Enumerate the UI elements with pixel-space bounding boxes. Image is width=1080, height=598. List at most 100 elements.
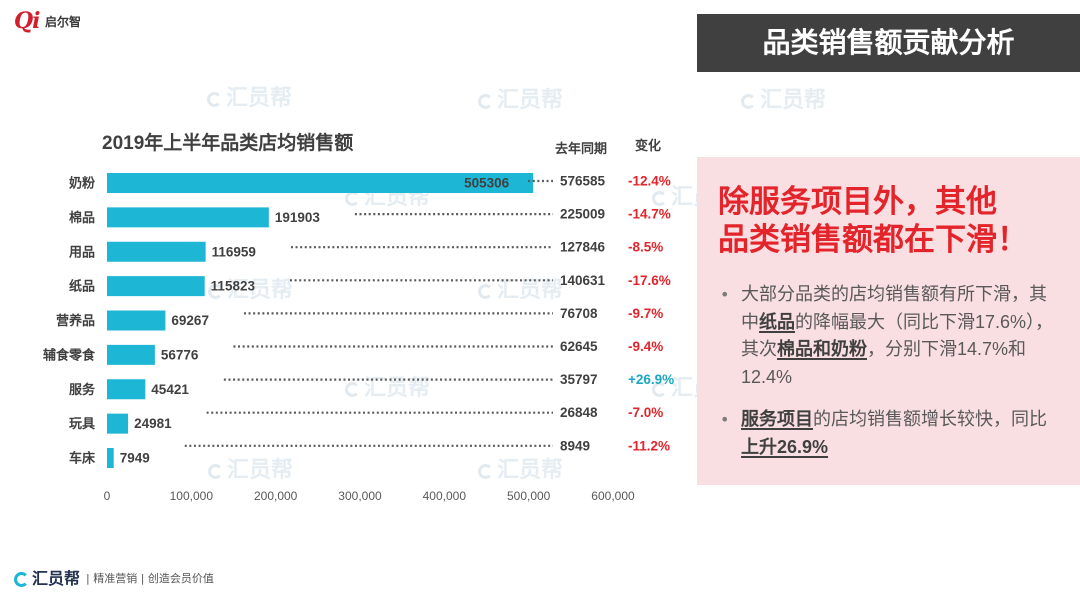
last-year-value: 576585 [560, 174, 606, 189]
change-value: -9.7% [628, 306, 663, 321]
watermark: 汇员帮 [208, 459, 293, 483]
x-axis: 0 100,000 200,000 300,000 400,000 500,000 600,… [104, 489, 635, 503]
bullet-line: 其次棉品和奶粉，分别下滑14.7%和 [741, 336, 1053, 364]
logo-text: 启尔智 [45, 15, 82, 29]
watermark-logo-icon [741, 93, 756, 109]
watermark-text: 汇员帮 [760, 88, 827, 113]
bar [107, 207, 269, 228]
watermark-text: 汇员帮 [227, 278, 294, 303]
bar-rows: 奶粉 505306 576585 -12.4% 棉品 191903 225009 -14.7%… [43, 173, 674, 468]
bullet-text: 中 [741, 311, 759, 332]
bar-row: 辅食零食 56776 62645 -9.4% [43, 339, 663, 365]
change-value: -17.6% [628, 273, 671, 288]
bullet-line: 大部分品类的店均销售额有所下滑，其 [741, 281, 1053, 309]
footer-logo-icon [14, 571, 29, 587]
category-label: 玩具 [69, 417, 95, 432]
insight-headline: 除服务项目外，其他 品类销售额都在下滑！ [718, 183, 1028, 259]
x-tick-label: 600,000 [591, 489, 635, 503]
last-year-value: 140631 [560, 273, 606, 288]
bar [107, 448, 114, 468]
bullet-text: 12.4% [741, 367, 793, 388]
bar [107, 379, 146, 400]
x-tick-label: 300,000 [338, 489, 382, 503]
category-label: 服务 [69, 382, 96, 398]
watermark-logo-icon [478, 463, 493, 479]
watermark-text: 汇员帮 [497, 88, 564, 113]
watermark-text: 汇员帮 [497, 278, 564, 303]
change-value: -11.2% [628, 438, 670, 453]
chart-title: 2019年上半年品类店均销售额 [102, 131, 353, 154]
bullet-item: 服务项目的店均销售额增长较快，同比 上升26.9% [720, 406, 1053, 461]
value-label: 7949 [120, 451, 150, 466]
bar-row: 服务 45421 35797 +26.9% [69, 372, 674, 400]
watermark-logo-icon [652, 190, 667, 206]
bar-row: 车床 7949 8949 -11.2% [69, 438, 670, 468]
bar-row: 玩具 24981 26848 -7.0% [69, 405, 663, 434]
headline-line: 除服务项目外，其他 [718, 184, 997, 220]
bullet-emphasis: 纸品 [759, 311, 795, 332]
watermark-logo-icon [208, 463, 223, 479]
bar [107, 173, 534, 193]
watermark-text: 汇员帮 [226, 86, 293, 111]
last-year-value: 225009 [560, 207, 605, 222]
change-header: 变化 [635, 138, 661, 154]
bullet-line: 12.4% [741, 364, 1053, 392]
change-value: -14.7% [628, 207, 671, 222]
headline-line: 品类销售额都在下滑！ [718, 222, 1028, 258]
watermark-text: 汇员帮 [497, 458, 564, 483]
change-value: +26.9% [628, 372, 674, 387]
x-tick-label: 100,000 [170, 489, 214, 503]
bar-row: 奶粉 505306 576585 -12.4% [68, 173, 671, 193]
section-title: 品类销售额贡献分析 [762, 26, 1015, 59]
insight-bullets: 大部分品类的店均销售额有所下滑，其 中纸品的降幅最大（同比下滑17.6%）， 其… [720, 281, 1053, 475]
watermark-logo-icon [478, 283, 493, 299]
bullet-text: 大部分品类的店均销售额有所下滑，其 [741, 284, 1047, 304]
change-value: -12.4% [628, 174, 671, 189]
bullet-line: 上升26.9% [741, 434, 1053, 462]
category-label: 纸品 [69, 279, 95, 295]
watermark-logo-icon [208, 283, 223, 299]
footer-brand: 汇员帮 [32, 569, 81, 588]
bar-row: 用品 116959 127846 -8.5% [68, 240, 663, 262]
watermark-logo-icon [478, 93, 493, 109]
logo-mark: Qi [14, 8, 41, 34]
bar [107, 344, 155, 365]
last-year-value: 35797 [560, 372, 598, 387]
watermark: 汇员帮 [741, 89, 826, 113]
watermark: 汇员帮 [208, 279, 293, 303]
last-year-header: 去年同期 [555, 141, 607, 157]
bullet-emphasis: 棉品和奶粉 [777, 339, 867, 360]
bar-chart: 2019年上半年品类店均销售额 去年同期 变化 奶粉 505306 576585 -1… [43, 131, 674, 503]
bullet-text: 的店均销售额增长较快，同比 [813, 408, 1047, 429]
footer: 汇员帮 | 精准营销 | 创造会员价值 [14, 569, 214, 589]
category-label: 车床 [69, 451, 96, 467]
change-value: -8.5% [628, 240, 663, 255]
value-label: 505306 [464, 176, 510, 191]
watermark: 汇员帮 [478, 89, 563, 113]
value-label: 45421 [151, 382, 189, 397]
category-label: 营养品 [56, 313, 95, 329]
bar-row: 纸品 115823 140631 -17.6% [69, 273, 671, 297]
bar [107, 310, 166, 331]
value-label: 115823 [211, 279, 256, 294]
change-value: -7.0% [628, 405, 663, 420]
watermark: 汇员帮 [478, 459, 563, 483]
x-tick-label: 200,000 [254, 489, 298, 503]
watermark-logo-icon [207, 91, 222, 107]
category-label: 辅食零食 [43, 347, 96, 363]
value-label: 116959 [212, 244, 256, 259]
x-tick-label: 400,000 [423, 489, 467, 503]
last-year-value: 76708 [560, 306, 598, 321]
section-banner: 品类销售额贡献分析 [697, 14, 1080, 72]
last-year-value: 127846 [560, 240, 606, 255]
insight-panel: 除服务项目外，其他 品类销售额都在下滑！ 大部分品类的店均销售额有所下滑，其 中… [697, 157, 1080, 485]
value-label: 24981 [134, 416, 172, 431]
bullet-emphasis: 上升26.9% [741, 436, 829, 457]
category-label: 奶粉 [68, 176, 95, 192]
bar-row: 棉品 191903 225009 -14.7% [69, 207, 671, 228]
watermark: 汇员帮 [207, 87, 292, 111]
footer-tagline: | 精准营销 | 创造会员价值 [86, 572, 214, 585]
bullet-item: 大部分品类的店均销售额有所下滑，其 中纸品的降幅最大（同比下滑17.6%）， 其… [720, 281, 1053, 392]
value-label: 191903 [275, 210, 321, 225]
